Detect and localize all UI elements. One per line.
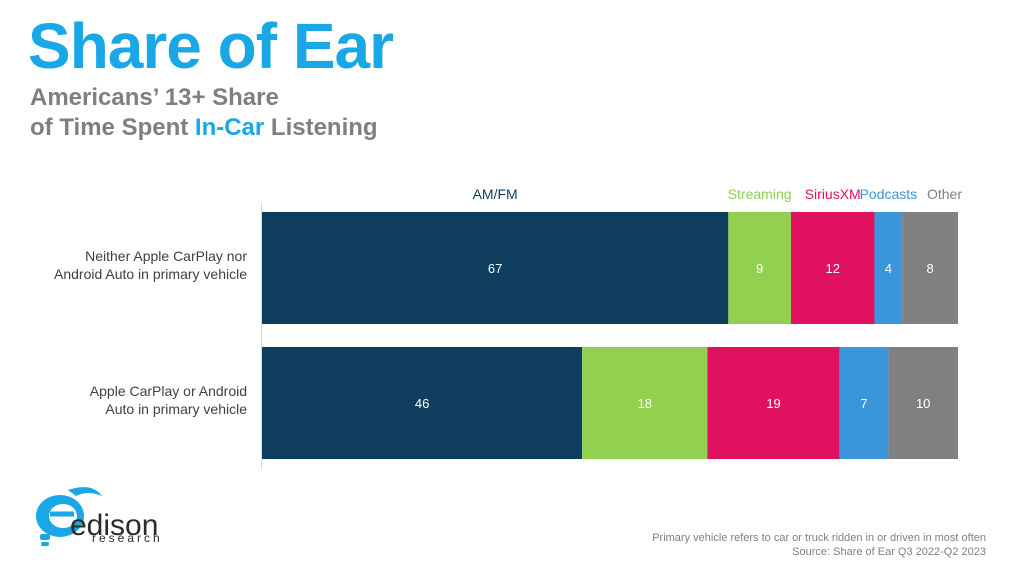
bar-segment bbox=[790, 212, 875, 324]
data-label: 8 bbox=[927, 261, 934, 276]
data-label: 10 bbox=[916, 396, 930, 411]
bar-segment bbox=[707, 347, 840, 459]
data-label: 9 bbox=[756, 261, 763, 276]
legend-label: AM/FM bbox=[473, 186, 518, 202]
data-label: 4 bbox=[885, 261, 892, 276]
subtitle-highlight: In-Car bbox=[194, 114, 265, 141]
logo-wordmark: edison bbox=[70, 509, 159, 542]
bar-segment bbox=[262, 212, 729, 324]
subtitle-text-post: Listening bbox=[264, 114, 378, 141]
legend-label: Podcasts bbox=[860, 186, 918, 202]
category-label: Android Auto in primary vehicle bbox=[54, 266, 247, 282]
legend-label: Other bbox=[927, 186, 962, 202]
footnote-definition: Primary vehicle refers to car or truck r… bbox=[652, 532, 986, 544]
category-label: Apple CarPlay or Android bbox=[90, 383, 247, 399]
data-label: 67 bbox=[488, 261, 502, 276]
bar-segment bbox=[874, 212, 903, 324]
data-label: 12 bbox=[825, 261, 839, 276]
subtitle-text-pre: of Time Spent bbox=[30, 114, 195, 141]
bar-segment bbox=[582, 347, 708, 459]
page-subtitle: Americans’ 13+ Share of Time Spent In-Ca… bbox=[30, 83, 378, 143]
footnote: Primary vehicle refers to car or truck r… bbox=[652, 531, 986, 559]
data-label: 7 bbox=[860, 396, 867, 411]
subtitle-line-2: of Time Spent In-Car Listening bbox=[30, 113, 378, 143]
bar-segment bbox=[728, 212, 791, 324]
category-label: Neither Apple CarPlay nor bbox=[85, 248, 247, 264]
logo-mark-icon bbox=[36, 487, 102, 546]
subtitle-line-1: Americans’ 13+ Share bbox=[30, 84, 279, 111]
bar-segment bbox=[839, 347, 889, 459]
category-label: Auto in primary vehicle bbox=[105, 401, 247, 417]
footnote-source: Source: Share of Ear Q3 2022-Q2 2023 bbox=[792, 546, 986, 558]
bar-segment bbox=[902, 212, 958, 324]
bar-segment bbox=[888, 347, 958, 459]
legend-label: Streaming bbox=[728, 186, 792, 202]
data-label: 46 bbox=[415, 396, 429, 411]
data-label: 19 bbox=[766, 396, 780, 411]
legend-label: SiriusXM bbox=[805, 186, 861, 202]
page-title: Share of Ear bbox=[28, 10, 394, 82]
edison-research-logo bbox=[36, 487, 102, 546]
bar-segment bbox=[262, 347, 583, 459]
logo-subtext: research bbox=[92, 531, 163, 545]
data-label: 18 bbox=[638, 396, 652, 411]
